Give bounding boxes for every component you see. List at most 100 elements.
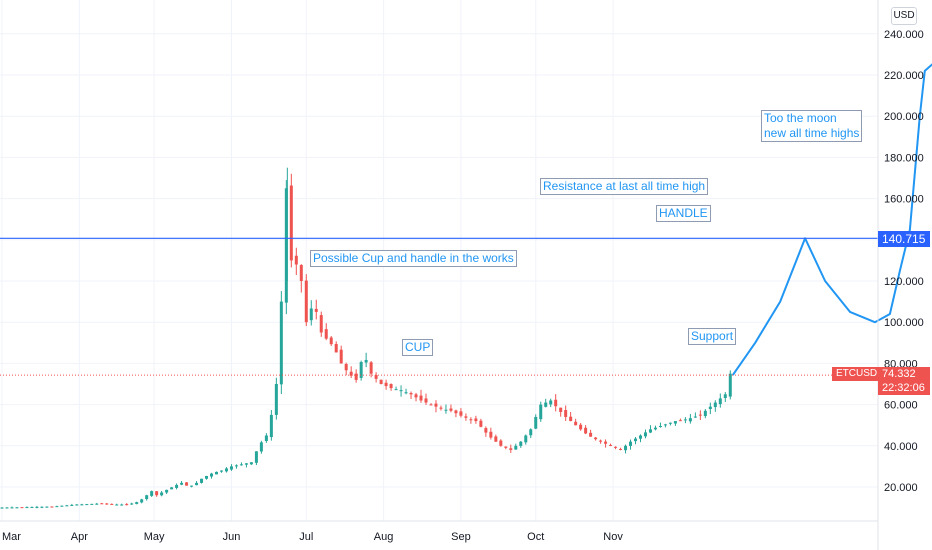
- candle-body: [718, 398, 722, 405]
- candle-body: [160, 492, 164, 496]
- candle-body: [40, 506, 44, 508]
- candle-body: [135, 502, 139, 504]
- candle-body: [569, 416, 573, 422]
- candle-body: [614, 446, 618, 448]
- candle-body: [474, 418, 478, 422]
- candle-body: [439, 407, 443, 409]
- x-tick-label: Aug: [374, 531, 394, 543]
- candle-body: [115, 504, 119, 506]
- candle-body: [5, 507, 9, 509]
- candle-body: [200, 478, 204, 483]
- candle-body: [424, 398, 428, 403]
- candle-body: [708, 406, 712, 410]
- candle-body: [609, 444, 613, 446]
- annotation-cup[interactable]: CUP: [402, 339, 434, 356]
- candle-body: [100, 503, 104, 505]
- candle-body: [693, 416, 697, 418]
- candle-body: [35, 506, 39, 508]
- candle-body: [444, 409, 448, 411]
- annotation-support[interactable]: Support: [688, 328, 737, 345]
- candle-body: [304, 280, 308, 323]
- candle-body: [374, 375, 378, 379]
- candle-body: [299, 265, 303, 281]
- candle-body: [249, 462, 253, 465]
- candle-body: [319, 315, 323, 333]
- y-tick-label: 100.000: [884, 317, 924, 329]
- candle-body: [728, 373, 732, 397]
- candle-body: [484, 428, 488, 433]
- candle-body: [244, 463, 248, 465]
- candle-body: [389, 384, 393, 389]
- candle-body: [529, 429, 533, 436]
- candle-body: [359, 362, 363, 378]
- candle-body: [703, 410, 707, 417]
- candle-body: [0, 507, 4, 509]
- candle-body: [678, 420, 682, 422]
- candle-body: [219, 470, 223, 472]
- x-tick-label: Nov: [603, 531, 623, 543]
- candle-body: [723, 394, 727, 398]
- x-tick-label: Sep: [451, 531, 471, 543]
- candle-body: [155, 491, 159, 496]
- candle-body: [469, 419, 473, 421]
- candle-body: [673, 421, 677, 424]
- annotation-cup-handle[interactable]: Possible Cup and handle in the works: [310, 250, 517, 267]
- candle-body: [589, 432, 593, 437]
- candle-body: [688, 418, 692, 422]
- candle-body: [419, 395, 423, 401]
- candle-body: [539, 404, 543, 420]
- symbol-tag[interactable]: ETCUSD: [832, 367, 882, 381]
- candle-body: [185, 482, 189, 486]
- currency-label[interactable]: USD: [891, 7, 917, 25]
- x-tick-label: May: [144, 531, 165, 543]
- candle-body: [619, 448, 623, 450]
- candle-body: [259, 442, 263, 452]
- candle-body: [150, 491, 154, 496]
- candle-body: [239, 464, 243, 466]
- candle-body: [329, 337, 333, 345]
- candle-body: [264, 435, 268, 442]
- candle-body: [289, 185, 293, 261]
- y-tick-label: 40.000: [884, 441, 918, 453]
- candle-body: [499, 440, 503, 446]
- resistance-price-tag[interactable]: 140.715: [878, 231, 930, 247]
- candle-body: [584, 427, 588, 434]
- candle-body: [364, 359, 368, 363]
- candle-body: [334, 343, 338, 353]
- candle-body: [254, 451, 258, 463]
- candle-body: [404, 392, 408, 394]
- time-axis[interactable]: Mar Apr May Jun Jul Aug Sep Oct Nov: [2, 531, 623, 543]
- candle-body: [65, 505, 69, 507]
- annotation-handle[interactable]: HANDLE: [656, 205, 711, 222]
- candle-body: [75, 504, 79, 506]
- annotation-moon[interactable]: Too the moon new all time highs: [761, 110, 863, 142]
- projection-path: [731, 63, 932, 376]
- candle-body: [314, 308, 318, 312]
- candle-body: [95, 503, 99, 505]
- y-tick-label: 120.000: [884, 276, 924, 288]
- candle-body: [170, 487, 174, 490]
- candle-body: [643, 432, 647, 437]
- candle-body: [449, 408, 453, 411]
- candle-body: [698, 414, 702, 416]
- candle-body: [414, 394, 418, 398]
- candle-body: [634, 438, 638, 442]
- last-price-tag[interactable]: 74.332: [878, 367, 930, 381]
- candle-body: [559, 407, 563, 413]
- candle-body: [195, 482, 199, 486]
- x-tick-label: Mar: [2, 531, 21, 543]
- candle-body: [50, 506, 54, 508]
- candle-body: [663, 424, 667, 426]
- candle-body: [120, 504, 124, 506]
- x-tick-label: Jun: [223, 531, 241, 543]
- candle-body: [519, 441, 523, 446]
- candle-body: [564, 410, 568, 417]
- candle-body: [504, 446, 508, 448]
- candle-body: [85, 504, 89, 506]
- candle-body: [579, 424, 583, 430]
- annotation-resistance[interactable]: Resistance at last all time high: [540, 178, 709, 195]
- price-axis[interactable]: 240.000220.000200.000180.000160.000140.0…: [884, 29, 924, 494]
- x-tick-label: Jul: [299, 531, 313, 543]
- candle-body: [653, 427, 657, 430]
